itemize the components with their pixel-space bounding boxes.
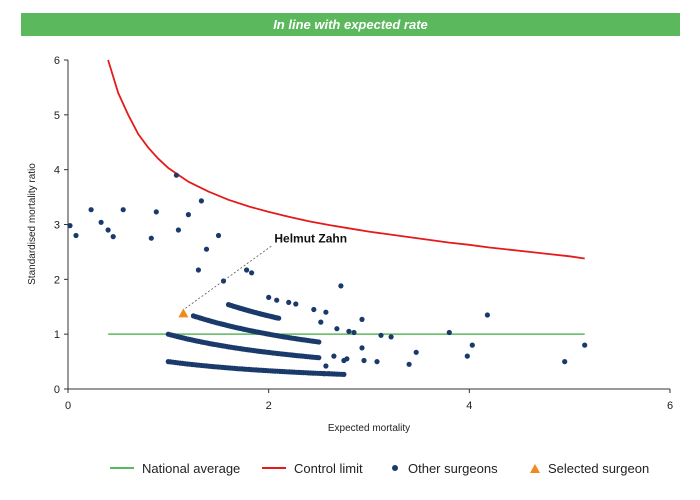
data-point [175, 227, 181, 233]
data-point [338, 283, 344, 289]
data-point [318, 319, 324, 325]
triangle-swatch [530, 463, 540, 473]
data-point [203, 246, 210, 252]
y-tick-label: 2 [54, 274, 60, 286]
selected-surgeon-marker [178, 308, 189, 318]
selected-surgeon-series [178, 308, 189, 318]
data-point [582, 342, 588, 348]
data-point [323, 363, 329, 369]
data-point [331, 353, 337, 359]
legend-selected-surgeon: Selected surgeon [530, 456, 649, 480]
data-point [359, 345, 365, 351]
data-point [266, 294, 272, 300]
data-point [148, 235, 154, 241]
legend-label: National average [142, 460, 241, 476]
y-tick-label: 3 [54, 220, 60, 232]
y-tick-label: 1 [54, 329, 60, 341]
data-point [484, 312, 490, 318]
data-point [469, 342, 475, 348]
data-point [98, 219, 104, 225]
chart-title-banner: In line with expected rate [21, 13, 680, 36]
data-point [120, 207, 126, 213]
data-point [173, 172, 179, 178]
data-point [562, 359, 568, 365]
data-point [198, 198, 204, 204]
x-tick-label: 2 [266, 400, 272, 412]
data-point [321, 371, 327, 377]
red-line-swatch [262, 467, 286, 469]
legend-label: Selected surgeon [548, 460, 650, 476]
data-point [323, 309, 329, 315]
legend-national-average: National average [110, 456, 240, 480]
data-point [316, 339, 322, 345]
x-tick-label: 6 [667, 400, 673, 412]
data-point [374, 359, 380, 365]
x-tick-label: 0 [65, 400, 71, 412]
data-point [195, 267, 201, 273]
data-point [316, 355, 322, 361]
selected-surgeon-annotation: Helmut Zahn [185, 231, 347, 309]
other-surgeons-series [67, 172, 588, 377]
legend-label: Control limit [294, 460, 363, 476]
y-tick-label: 4 [54, 165, 60, 177]
legend-control-limit: Control limit [262, 456, 363, 480]
data-point [73, 232, 79, 239]
data-point [274, 297, 280, 303]
data-point [361, 357, 367, 364]
funnel-plot: 0 1 2 3 4 5 6 0 2 4 6 Standardised mortality rati… [27, 55, 673, 434]
data-point [88, 207, 94, 213]
chart-title: In line with expected rate [273, 17, 428, 32]
data-point [341, 357, 347, 364]
data-point [346, 328, 352, 334]
data-point [244, 267, 250, 273]
control-limit-series [107, 59, 585, 260]
y-tick-label: 6 [54, 55, 60, 67]
y-tick-label: 0 [54, 384, 60, 396]
x-axis-label: Expected mortality [328, 423, 410, 434]
data-point [67, 223, 73, 229]
data-point [215, 232, 222, 239]
x-tick-label: 4 [466, 400, 472, 412]
data-point [326, 371, 332, 377]
data-point [286, 299, 292, 305]
data-point [105, 227, 111, 233]
green-line-swatch [110, 467, 134, 469]
data-point [249, 270, 255, 276]
data-point [351, 329, 357, 336]
y-axis-label: Standardised mortality ratio [27, 163, 38, 285]
selected-surgeon-label: Helmut Zahn [274, 231, 347, 245]
data-point [276, 315, 282, 321]
data-point [293, 301, 299, 307]
data-point [311, 306, 317, 313]
data-point [334, 326, 340, 332]
data-point [110, 234, 116, 240]
data-point [153, 209, 159, 215]
data-point [406, 361, 412, 367]
data-point [388, 334, 394, 340]
data-point [378, 332, 384, 338]
legend-label: Other surgeons [408, 460, 498, 476]
dot-swatch [392, 465, 398, 471]
data-point [185, 212, 191, 218]
y-tick-label: 5 [54, 110, 60, 122]
legend-other-surgeons: Other surgeons [392, 456, 498, 480]
control-limit-line [107, 59, 585, 260]
annotation-leader-line [185, 245, 273, 309]
data-point [359, 316, 365, 322]
data-point [341, 371, 347, 377]
data-point [446, 329, 452, 336]
legend: National average Control limit Other sur… [0, 456, 700, 480]
data-point [413, 349, 419, 355]
data-point [464, 353, 470, 359]
